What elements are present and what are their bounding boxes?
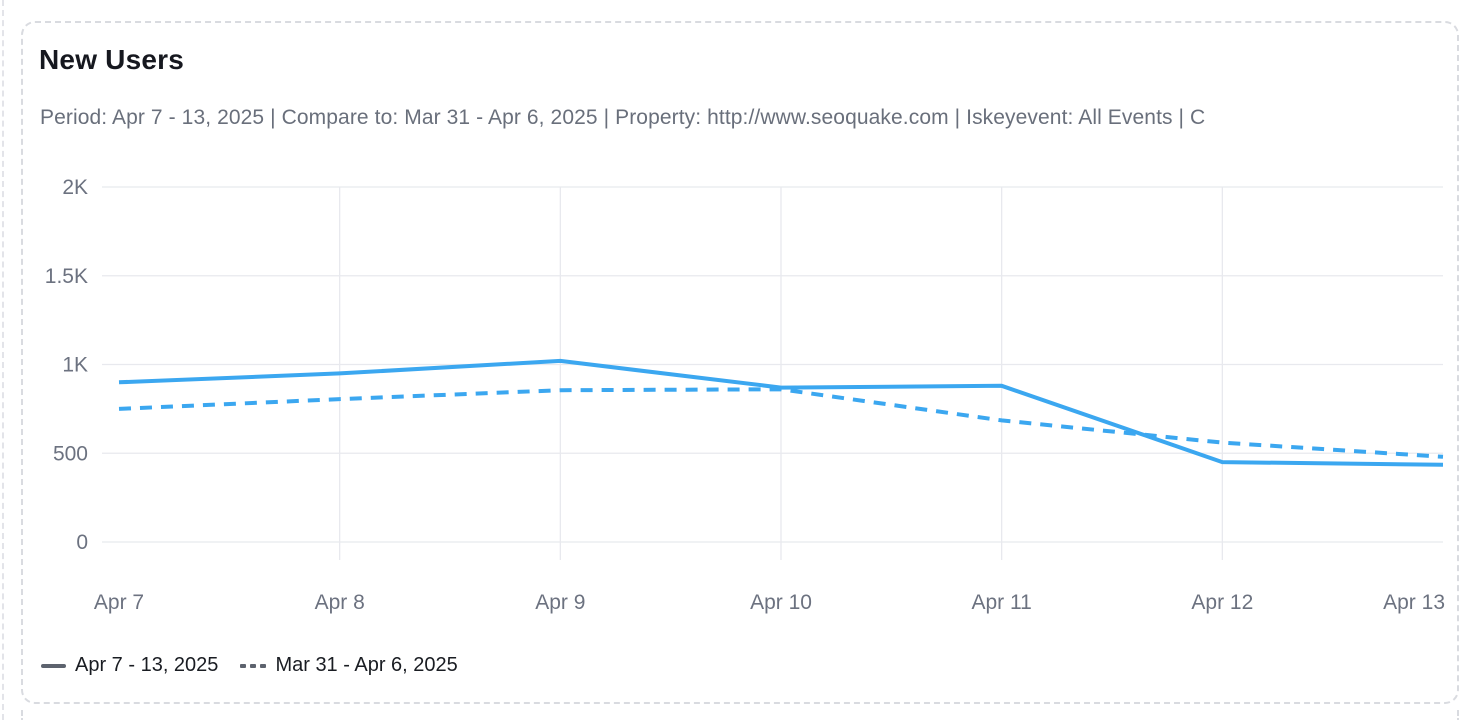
card-subtitle: Period: Apr 7 - 13, 2025 | Compare to: M… <box>40 106 1206 129</box>
x-tick-label: Apr 11 <box>972 591 1032 614</box>
card-title: New Users <box>39 44 184 75</box>
legend-item-current-period[interactable]: Apr 7 - 13, 2025 <box>41 654 218 677</box>
chart-legend: Apr 7 - 13, 2025 Mar 31 - Apr 6, 2025 <box>41 654 458 677</box>
x-tick-label: Apr 10 <box>750 591 812 614</box>
x-tick-label: Apr 9 <box>535 591 585 614</box>
y-tick-label: 2K <box>62 176 88 199</box>
line-chart[interactable]: 0 500 1K 1.5K 2K Apr 7 Apr 8 Apr 9 Apr 10 Apr 11 A… <box>23 152 1459 642</box>
x-tick-label: Apr 7 <box>94 591 144 614</box>
legend-label-current: Apr 7 - 13, 2025 <box>75 654 219 676</box>
new-users-card: New Users Period: Apr 7 - 13, 2025 | Com… <box>21 21 1459 704</box>
next-card-edge <box>21 710 1459 720</box>
legend-dashed-line-icon <box>240 663 267 668</box>
y-tick-label: 500 <box>53 442 88 465</box>
x-tick-label: Apr 13 <box>1383 591 1445 614</box>
legend-item-compare-period[interactable]: Mar 31 - Apr 6, 2025 <box>240 654 458 677</box>
x-tick-label: Apr 12 <box>1191 591 1253 614</box>
y-tick-label: 1K <box>62 354 88 377</box>
y-tick-label: 1.5K <box>45 265 88 288</box>
adjacent-card-border <box>2 0 4 720</box>
y-tick-label: 0 <box>76 531 88 554</box>
series-line-dashed[interactable] <box>118 387 1444 459</box>
x-tick-label: Apr 8 <box>315 591 365 614</box>
legend-label-compare: Mar 31 - Apr 6, 2025 <box>275 654 458 676</box>
legend-solid-line-icon <box>41 663 66 668</box>
